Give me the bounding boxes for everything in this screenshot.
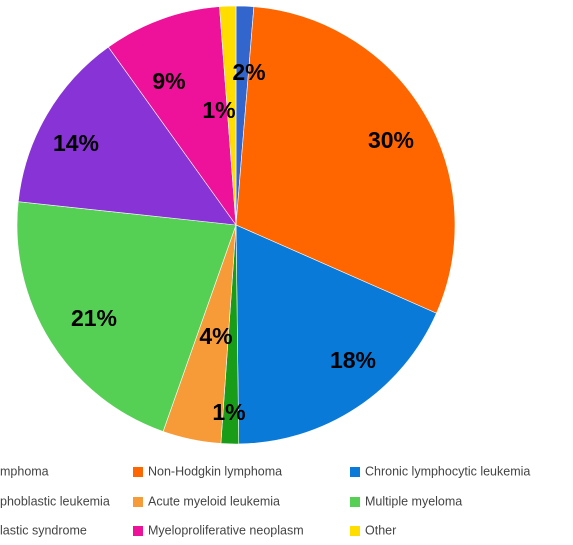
slice-multiple-myeloma [16, 201, 237, 432]
slice-myelodysplastic-syndrome [17, 46, 237, 226]
slice-label-multiple-myeloma: 21% [71, 305, 117, 331]
legend-label: Multiple myeloma [365, 494, 462, 508]
slice-myeloproliferative-neoplasm [107, 6, 237, 227]
legend-swatch [133, 497, 143, 507]
legend-label: mphoma [0, 464, 49, 478]
legend-label: phoblastic leukemia [0, 494, 110, 508]
legend-item-myelodysplastic-syndrome: lastic syndrome [0, 523, 87, 537]
legend-swatch [133, 526, 143, 536]
legend-label: Other [365, 523, 396, 537]
legend-item-chronic-lymphocytic-leukemia: Chronic lymphocytic leukemia [350, 464, 530, 478]
legend-swatch [350, 467, 360, 477]
slice-chronic-lymphocytic-leukemia [235, 224, 437, 445]
legend-label: Myeloproliferative neoplasm [148, 523, 304, 537]
slice-label-other: 1% [202, 97, 235, 123]
legend-item-acute-myeloid-leukemia: Acute myeloid leukemia [133, 494, 280, 508]
pie-slices [16, 5, 456, 445]
slice-label-acute-myeloid-leukemia: 4% [199, 323, 232, 349]
slice-label-myeloproliferative-neoplasm: 9% [152, 68, 185, 94]
legend-swatch [133, 467, 143, 477]
slice-label-non-hodgkin-lymphoma: 30% [368, 127, 414, 153]
legend-item-hodgkin-lymphoma: mphoma [0, 464, 49, 478]
slice-label-chronic-lymphocytic-leukemia: 18% [330, 347, 376, 373]
slice-label-hodgkin-lymphoma: 2% [232, 59, 265, 85]
pie-labels: 30% 18% 1% 4% 21% 14% 9% 1% 2% [53, 59, 414, 425]
legend-label: Chronic lymphocytic leukemia [365, 464, 530, 478]
legend-item-non-hodgkin-lymphoma: Non-Hodgkin lymphoma [133, 464, 282, 478]
legend-swatch [350, 526, 360, 536]
legend: mphoma Non-Hodgkin lymphoma Chronic lympho… [0, 464, 530, 537]
legend-label: Acute myeloid leukemia [148, 494, 280, 508]
legend-label: lastic syndrome [0, 523, 87, 537]
legend-item-other: Other [350, 523, 396, 537]
legend-swatch [350, 497, 360, 507]
slice-label-acute-lymphoblastic-leukemia: 1% [212, 399, 245, 425]
slice-other [219, 5, 237, 226]
legend-label: Non-Hodgkin lymphoma [148, 464, 282, 478]
legend-item-multiple-myeloma: Multiple myeloma [350, 494, 462, 508]
legend-item-myeloproliferative-neoplasm: Myeloproliferative neoplasm [133, 523, 304, 537]
legend-item-acute-lymphoblastic-leukemia: phoblastic leukemia [0, 494, 110, 508]
slice-label-myelodysplastic-syndrome: 14% [53, 130, 99, 156]
slice-non-hodgkin-lymphoma [235, 6, 456, 314]
